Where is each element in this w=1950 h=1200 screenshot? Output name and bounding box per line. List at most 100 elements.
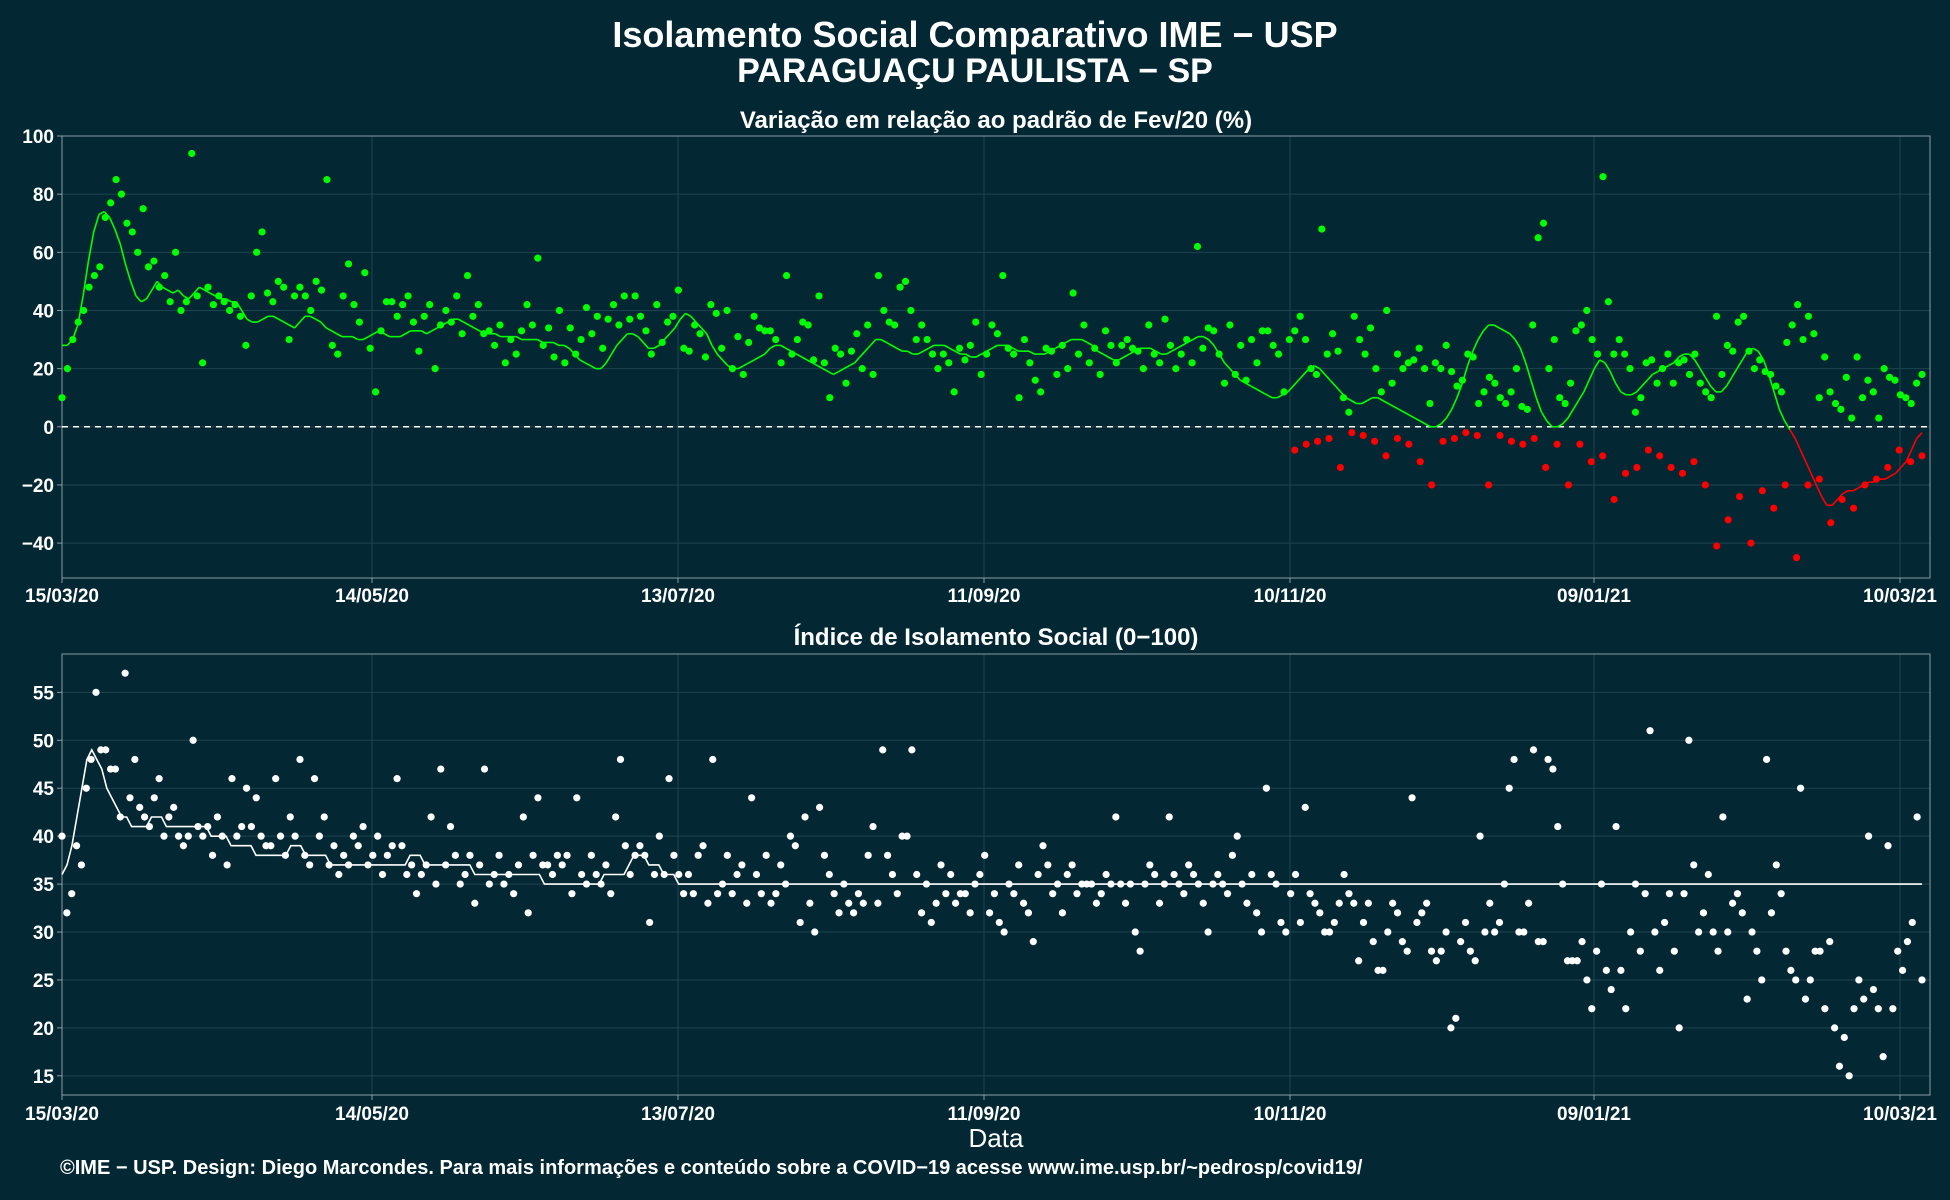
trend-line-segment: [1820, 496, 1828, 506]
trend-line-segment: [1567, 408, 1574, 419]
point-negative: [1291, 446, 1299, 454]
point-negative: [1382, 452, 1390, 460]
point-positive: [339, 292, 347, 300]
point-positive: [1545, 365, 1553, 373]
index-trend-line: [61, 748, 1922, 885]
point-positive: [1783, 338, 1791, 347]
point-index: [354, 842, 362, 850]
point-index: [315, 832, 323, 840]
trend-line-segment: [1509, 333, 1516, 341]
y-tick-label: 50: [33, 731, 54, 752]
point-positive: [1864, 376, 1872, 384]
point-positive: [1291, 327, 1299, 335]
point-positive: [766, 327, 774, 335]
point-index: [1117, 880, 1125, 888]
point-positive: [728, 365, 737, 373]
point-index: [665, 775, 673, 783]
point-index: [490, 870, 498, 879]
point-positive: [609, 301, 618, 309]
point-index: [961, 890, 969, 898]
point-index: [1525, 899, 1533, 907]
point-positive: [382, 298, 391, 306]
point-positive: [96, 263, 104, 271]
point-positive: [1134, 347, 1142, 355]
trend-line-segment: [885, 341, 892, 347]
trend-line-segment: [1646, 373, 1654, 381]
point-index: [1830, 1024, 1839, 1032]
figure-title: Isolamento Social Comparativo IME − USP: [612, 14, 1338, 55]
x-tick-label: 10/03/21: [1863, 1104, 1937, 1125]
trend-line-segment: [949, 347, 956, 352]
point-positive: [772, 335, 780, 344]
point-positive: [274, 277, 282, 285]
trend-line-segment: [685, 312, 692, 317]
point-index: [913, 870, 921, 879]
point-index: [607, 890, 615, 898]
trend-line-segment: [336, 333, 343, 338]
point-positive: [1074, 350, 1083, 358]
point-positive: [1150, 350, 1158, 358]
point-positive: [517, 327, 526, 335]
point-positive: [858, 365, 866, 373]
point-positive: [1415, 344, 1423, 352]
point-positive: [1685, 370, 1694, 379]
point-positive: [155, 283, 163, 291]
point-index: [1000, 928, 1008, 936]
trend-line-segment: [92, 214, 100, 233]
point-positive: [1583, 306, 1591, 315]
trend-line-segment: [1065, 338, 1072, 344]
point-index: [1282, 928, 1290, 936]
point-positive: [507, 335, 515, 344]
point-negative: [1827, 519, 1835, 527]
point-positive: [1258, 327, 1266, 335]
trend-line-segment: [632, 333, 639, 338]
point-positive: [182, 298, 190, 306]
trend-line-segment: [1366, 397, 1373, 402]
point-positive: [1037, 388, 1045, 396]
point-positive: [804, 321, 812, 329]
point-positive: [1091, 344, 1099, 352]
point-index: [471, 899, 479, 907]
point-index: [1194, 880, 1202, 888]
trend-line-segment: [1699, 368, 1707, 378]
point-positive: [372, 388, 380, 396]
point-positive: [1118, 341, 1126, 349]
point-positive: [328, 341, 336, 349]
point-positive: [1626, 365, 1634, 373]
trend-line-segment: [1176, 344, 1183, 349]
point-positive: [296, 283, 304, 291]
point-index: [1695, 928, 1703, 936]
point-positive: [128, 228, 136, 236]
trend-line-segment: [896, 347, 903, 352]
point-index: [1850, 1005, 1858, 1013]
point-positive: [366, 344, 374, 352]
point-negative: [1507, 437, 1516, 445]
point-positive: [950, 388, 958, 396]
trend-line-segment: [1614, 382, 1622, 393]
point-positive: [1480, 388, 1488, 396]
point-positive: [864, 321, 872, 329]
point-index: [194, 822, 202, 831]
point-index: [1393, 909, 1402, 917]
trend-line-segment: [759, 353, 766, 358]
point-index: [893, 890, 901, 898]
point-positive: [436, 321, 445, 329]
trend-line-segment: [785, 347, 792, 352]
point-positive: [1139, 365, 1147, 373]
point-positive: [215, 292, 223, 300]
trend-line-segment: [1604, 362, 1611, 372]
point-index: [825, 870, 833, 879]
point-positive: [1712, 312, 1721, 320]
point-index: [1233, 832, 1241, 840]
point-positive: [1723, 341, 1731, 349]
point-index: [1510, 755, 1518, 764]
trend-line-segment: [737, 365, 745, 370]
point-positive: [1869, 388, 1877, 396]
trend-line-segment: [1319, 368, 1326, 375]
trend-line-segment: [616, 339, 623, 346]
point-negative: [1576, 440, 1584, 448]
point-index: [558, 861, 566, 869]
point-positive: [409, 318, 418, 326]
point-index: [1316, 909, 1324, 917]
point-index: [534, 794, 542, 802]
